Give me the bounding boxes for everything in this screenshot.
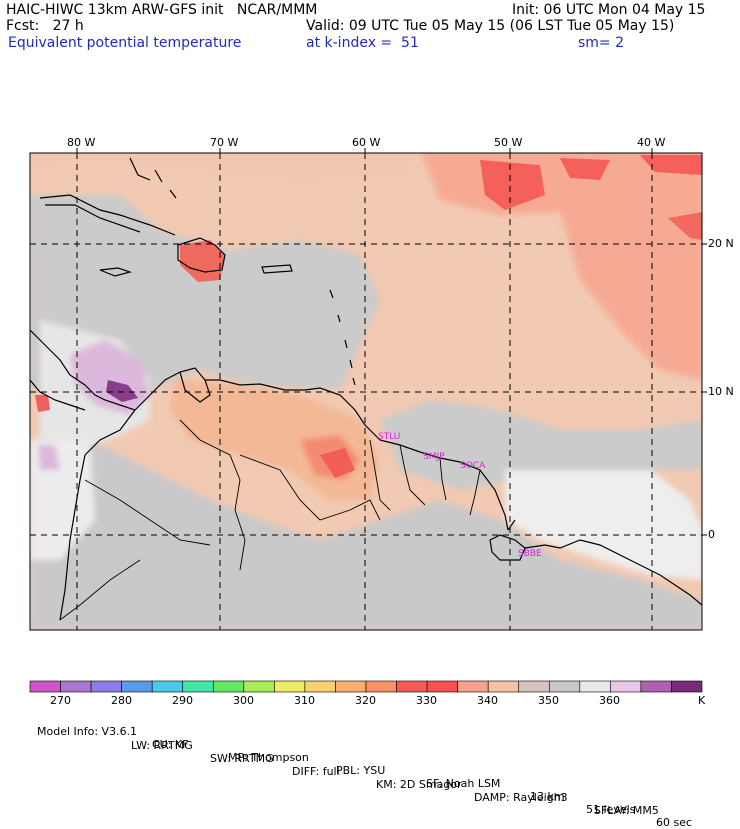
colorbar bbox=[29, 680, 703, 693]
colorbar-swatch bbox=[274, 680, 306, 693]
colorbar-tick-label: 290 bbox=[172, 694, 193, 707]
footer-pbl: PBL: YSU bbox=[336, 764, 386, 777]
init-time: Init: 06 UTC Mon 04 May 15 bbox=[512, 2, 706, 18]
colorbar-swatch bbox=[487, 680, 520, 693]
lon-label-40w: 40 W bbox=[637, 136, 666, 149]
colorbar-swatch bbox=[457, 680, 489, 693]
field-name: Equivalent potential temperature bbox=[8, 35, 242, 51]
colorbar-swatch bbox=[151, 680, 184, 693]
guyana-hotspot bbox=[320, 448, 355, 478]
lon-label-70w: 70 W bbox=[210, 136, 239, 149]
colorbar-swatch bbox=[304, 680, 336, 693]
colorbar-swatch bbox=[29, 680, 61, 693]
colorbar-swatch bbox=[640, 680, 672, 693]
atlantic-hotspot bbox=[480, 160, 545, 210]
colorbar-swatch bbox=[610, 680, 642, 693]
colorbar-swatch bbox=[182, 680, 214, 693]
colorbar-tick-label: 280 bbox=[111, 694, 132, 707]
colorbar-swatch bbox=[518, 680, 550, 693]
colorbar-tick-label: 320 bbox=[355, 694, 376, 707]
footer-model-version: Model Info: V3.6.1 bbox=[37, 725, 138, 738]
panama-high-theta bbox=[106, 380, 138, 402]
colorbar-swatch bbox=[365, 680, 397, 693]
graticule bbox=[30, 153, 702, 630]
colorbar-tick-label: 360 bbox=[599, 694, 620, 707]
colorbar-swatch bbox=[548, 680, 581, 693]
colorbar-swatch bbox=[212, 680, 245, 693]
model-title: HAIC-HIWC 13km ARW-GFS init NCAR/MMM bbox=[6, 2, 318, 18]
site-label-soca: SOCA bbox=[460, 461, 486, 471]
site-label-stlu: STLU bbox=[378, 432, 401, 442]
colorbar-swatch bbox=[335, 680, 367, 693]
lon-label-50w: 50 W bbox=[494, 136, 523, 149]
footer-sflay: SFLAY: MM5 bbox=[594, 804, 659, 817]
colorbar-tick-label: 350 bbox=[538, 694, 559, 707]
colorbar-tick-label: 270 bbox=[50, 694, 71, 707]
lat-label-20n: 20 N bbox=[708, 237, 734, 250]
lat-label-0: 0 bbox=[708, 528, 715, 541]
forecast-hour: Fcst: 27 h bbox=[6, 18, 84, 34]
theta-e-map bbox=[29, 148, 707, 693]
footer-sw: SW: RRTMG bbox=[210, 752, 274, 765]
axis-ticks bbox=[76, 148, 707, 536]
colorbar-tick-label: 310 bbox=[294, 694, 315, 707]
colorbar-tick-label: 340 bbox=[477, 694, 498, 707]
footer-timestep: 60 sec bbox=[656, 816, 693, 829]
footer-diff: DIFF: full bbox=[292, 765, 340, 778]
lat-label-10n: 10 N bbox=[708, 385, 734, 398]
colorbar-swatch bbox=[90, 680, 122, 693]
lon-label-80w: 80 W bbox=[67, 136, 96, 149]
colorbar-swatch bbox=[243, 680, 275, 693]
valid-time: Valid: 09 UTC Tue 05 May 15 (06 LST Tue … bbox=[306, 18, 675, 34]
colorbar-swatch bbox=[396, 680, 428, 693]
k-index-label: at k-index = 51 bbox=[306, 35, 419, 51]
site-label-sbbe: SBBE bbox=[518, 549, 542, 559]
colorbar-tick-label: 330 bbox=[416, 694, 437, 707]
colorbar-swatch bbox=[671, 680, 703, 693]
footer-km: KM: 2D Smagor bbox=[376, 778, 462, 791]
model-info-line-1: Model Info: V3.6.1 CU: KF MP: Thompson P… bbox=[30, 712, 692, 829]
country-borders bbox=[59, 419, 481, 621]
footer-damp: DAMP: Rayleigh3 bbox=[474, 791, 568, 804]
colorbar-tick-label: 300 bbox=[233, 694, 254, 707]
site-label-smjp: SMJP bbox=[423, 452, 445, 462]
colorbar-swatch bbox=[60, 680, 92, 693]
lon-label-60w: 60 W bbox=[352, 136, 381, 149]
footer-lw: LW: RRTMG bbox=[131, 739, 193, 752]
colorbar-swatch bbox=[426, 680, 458, 693]
colorbar-unit: K bbox=[698, 694, 706, 707]
smoothing-label: sm= 2 bbox=[578, 35, 625, 51]
colorbar-swatch bbox=[121, 680, 153, 693]
colorbar-swatch bbox=[579, 680, 611, 693]
